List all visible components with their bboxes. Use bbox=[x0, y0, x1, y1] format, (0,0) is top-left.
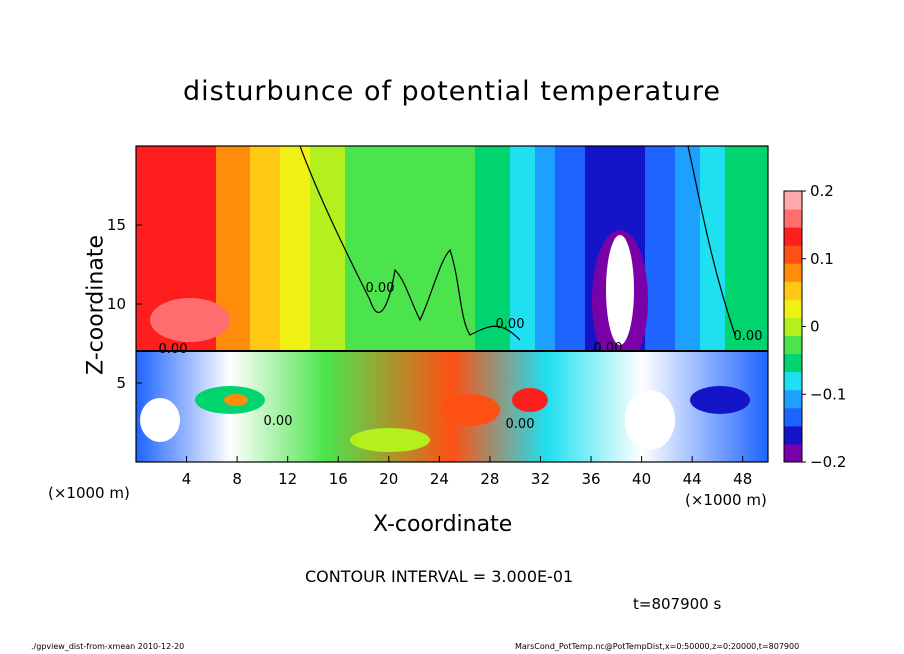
colorbar-tick-label: 0 bbox=[810, 318, 820, 336]
contour-labels: 0.00 0.00 0.00 0.00 0.00 0.00 0.00 bbox=[159, 281, 763, 432]
contour-label: 0.00 bbox=[159, 342, 188, 357]
x-axis-ticks: 4 8 12 16 20 24 28 32 36 40 44 48 bbox=[182, 456, 752, 488]
colorbar-tick-label: 0.1 bbox=[810, 250, 834, 268]
colorbar-tick-label: −0.2 bbox=[810, 453, 846, 471]
colorbar-cell bbox=[784, 389, 802, 409]
colorbar-cell bbox=[784, 245, 802, 264]
y-tick-label: 10 bbox=[107, 295, 126, 313]
x-unit-left: (×1000 m) bbox=[48, 484, 130, 502]
colorbar-cell bbox=[784, 353, 802, 373]
x-tick-label: 4 bbox=[182, 470, 192, 488]
contour-label: 0.00 bbox=[594, 341, 623, 356]
x-axis-label: X-coordinate bbox=[373, 512, 513, 537]
footer-left: ./gpview_dist-from-xmean 2010-12-20 bbox=[31, 642, 185, 651]
x-tick-label: 36 bbox=[581, 470, 600, 488]
x-tick-label: 8 bbox=[232, 470, 242, 488]
contour-interval: CONTOUR INTERVAL = 3.000E-01 bbox=[305, 567, 574, 586]
x-unit-right: (×1000 m) bbox=[685, 491, 767, 509]
x-tick-label: 16 bbox=[329, 470, 348, 488]
chart-title: disturbunce of potential temperature bbox=[183, 76, 721, 107]
contour-label: 0.00 bbox=[366, 281, 395, 296]
colorbar-cell bbox=[784, 407, 802, 427]
colorbar-tick-label: 0.2 bbox=[810, 182, 834, 200]
x-tick-label: 28 bbox=[480, 470, 499, 488]
colorbar-cell bbox=[784, 299, 802, 318]
colorbar-cell bbox=[784, 191, 802, 210]
colorbar-cell bbox=[784, 443, 802, 463]
colorbar-cell bbox=[784, 263, 802, 282]
x-tick-label: 12 bbox=[278, 470, 297, 488]
colorbar-cell bbox=[784, 425, 802, 445]
heatmap-field bbox=[136, 146, 768, 462]
colorbar-cell bbox=[784, 371, 802, 391]
contour-label: 0.00 bbox=[496, 317, 525, 332]
x-tick-label: 24 bbox=[430, 470, 449, 488]
x-tick-label: 20 bbox=[379, 470, 398, 488]
colorbar-cell bbox=[784, 317, 802, 337]
colorbar-cell bbox=[784, 227, 802, 246]
x-tick-label: 40 bbox=[632, 470, 651, 488]
colorbar-cell bbox=[784, 335, 802, 355]
footer-right: MarsCond_PotTemp.nc@PotTempDist,x=0:5000… bbox=[515, 642, 800, 651]
colorbar bbox=[783, 190, 803, 463]
colorbar-tick-label: −0.1 bbox=[810, 385, 846, 403]
y-axis-ticks: 5 10 15 bbox=[107, 216, 142, 392]
colorbar-cell bbox=[784, 209, 802, 228]
y-tick-label: 5 bbox=[116, 374, 126, 392]
colorbar-labels: 0.2 0.1 0 −0.1 −0.2 bbox=[802, 182, 846, 471]
x-tick-label: 44 bbox=[683, 470, 702, 488]
contour-label: 0.00 bbox=[264, 414, 293, 429]
colorbar-cell bbox=[784, 281, 802, 300]
y-axis-label: Z-coordinate bbox=[83, 235, 109, 375]
x-tick-label: 32 bbox=[531, 470, 550, 488]
x-tick-label: 48 bbox=[733, 470, 752, 488]
time-stamp: t=807900 s bbox=[633, 595, 722, 613]
y-tick-label: 15 bbox=[107, 216, 126, 234]
contour-label: 0.00 bbox=[506, 417, 535, 432]
contour-label: 0.00 bbox=[734, 329, 763, 344]
